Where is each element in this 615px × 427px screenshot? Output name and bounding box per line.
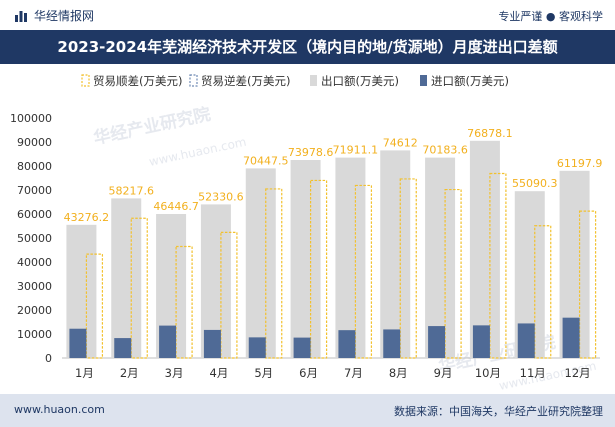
export-bar	[425, 157, 456, 358]
data-label: 76878.1	[467, 127, 513, 140]
import-bar	[203, 329, 221, 358]
export-bar	[111, 198, 142, 358]
y-tick-label: 0	[45, 352, 52, 365]
import-bar	[383, 329, 401, 358]
watermark-text: 华经产业研究院	[92, 104, 213, 149]
tagline: 专业严谨 ● 客观科学	[498, 10, 603, 23]
surplus-bar	[220, 231, 238, 359]
data-label: 71911.1	[333, 144, 379, 157]
import-bar	[69, 328, 87, 358]
x-tick-label: 9月	[434, 366, 453, 380]
surplus-bar	[85, 253, 104, 359]
surplus-bar	[489, 172, 507, 359]
data-label: 55090.3	[512, 177, 558, 190]
y-tick-label: 50000	[17, 232, 52, 245]
brand[interactable]: 华经情报网	[14, 7, 94, 24]
x-tick-label: 12月	[565, 366, 591, 380]
footer-source: 数据来源：中国海关，华经产业研究院整理	[394, 405, 603, 418]
x-tick-label: 3月	[165, 366, 184, 380]
import-bar	[338, 330, 356, 358]
chart: 华经产业研究院www.huaon.com华经产业研究院www.huaon.com…	[10, 74, 603, 393]
footer: www.huaon.com 数据来源：中国海关，华经产业研究院整理	[0, 394, 615, 427]
x-tick-label: 8月	[389, 366, 408, 380]
x-tick-label: 7月	[344, 366, 363, 380]
y-tick-label: 70000	[17, 184, 52, 197]
data-label: 58217.6	[109, 184, 155, 197]
export-bar	[290, 160, 321, 358]
surplus-bar	[578, 210, 597, 359]
export-bar	[245, 168, 276, 358]
surplus-bar	[175, 245, 193, 359]
import-bar	[248, 337, 266, 358]
y-tick-label: 60000	[17, 208, 52, 221]
x-tick-label: 10月	[475, 366, 501, 380]
import-bar	[159, 325, 177, 358]
legend-label: 贸易逆差(万美元)	[201, 74, 290, 88]
legend-label: 贸易顺差(万美元)	[93, 74, 182, 88]
surplus-bar	[309, 179, 328, 359]
export-bar	[335, 157, 366, 358]
data-label: 46446.7	[153, 200, 199, 213]
surplus-bar	[354, 184, 373, 359]
data-label: 70183.6	[422, 144, 468, 157]
surplus-bar	[130, 217, 148, 359]
x-tick-label: 1月	[75, 366, 94, 380]
legend-swatch-surplus	[81, 74, 90, 87]
legend-swatch-import	[420, 75, 427, 86]
data-label: 61197.9	[557, 157, 603, 170]
import-bar	[428, 326, 446, 358]
y-tick-label: 10000	[17, 328, 52, 341]
y-tick-label: 100000	[10, 112, 52, 125]
y-tick-label: 30000	[17, 280, 52, 293]
data-label: 70447.5	[243, 154, 289, 167]
footer-website[interactable]: www.huaon.com	[14, 403, 105, 416]
data-label: 73978.6	[288, 146, 334, 159]
import-bar	[517, 323, 535, 358]
x-tick-label: 2月	[120, 366, 139, 380]
data-label: 52330.6	[198, 190, 244, 203]
legend-label: 出口额(万美元)	[321, 74, 399, 88]
legend-label: 进口额(万美元)	[431, 74, 509, 88]
import-bar	[114, 338, 132, 358]
y-tick-label: 40000	[17, 256, 52, 269]
top-bar: 华经情报网 专业严谨 ● 客观科学	[0, 0, 615, 30]
chart-title: 2023-2024年芜湖经济技术开发区（境内目的地/货源地）月度进出口差额	[57, 38, 558, 56]
surplus-bar	[444, 188, 462, 359]
y-tick-label: 20000	[17, 304, 52, 317]
surplus-bar	[534, 225, 552, 359]
brand-name: 华经情报网	[34, 9, 95, 23]
import-bar	[562, 317, 580, 358]
data-label: 43276.2	[64, 211, 110, 224]
export-bar	[380, 150, 411, 358]
import-bar	[293, 337, 311, 358]
legend-swatch-deficit	[189, 74, 198, 87]
export-bar	[469, 140, 500, 358]
data-label: 74612	[383, 136, 418, 149]
surplus-bar	[265, 188, 283, 359]
watermark-text: www.huaon.com	[148, 135, 248, 169]
y-tick-label: 80000	[17, 160, 52, 173]
x-tick-label: 6月	[299, 366, 318, 380]
surplus-bar	[399, 178, 417, 359]
logo-icon	[15, 10, 27, 22]
x-tick-label: 5月	[254, 366, 273, 380]
legend-swatch-export	[310, 75, 317, 86]
x-tick-label: 11月	[520, 366, 546, 380]
title-bar: 2023-2024年芜湖经济技术开发区（境内目的地/货源地）月度进出口差额	[0, 30, 615, 64]
y-tick-label: 90000	[17, 136, 52, 149]
x-tick-label: 4月	[210, 366, 229, 380]
import-bar	[472, 325, 490, 358]
